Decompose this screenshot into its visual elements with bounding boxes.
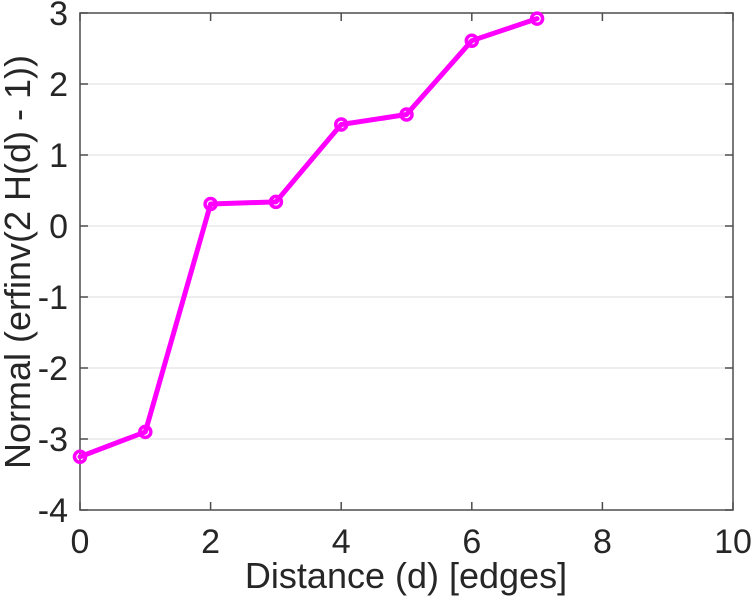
data-point-marker [72,449,88,464]
y-tick-label: 1 [49,137,68,175]
data-point-marker [268,194,284,210]
x-axis-label: Distance (d) [edges] [245,555,567,596]
x-tick-label: 4 [332,523,351,561]
y-tick-label: 0 [49,208,68,246]
data-point-marker [529,11,545,26]
y-tick-label: -1 [38,279,68,317]
data-point-marker [464,33,480,48]
plot-box [79,12,734,511]
gridlines [80,83,733,440]
y-tick-label: 2 [49,66,68,104]
x-tick-label: 0 [71,523,90,561]
data-point-marker [138,424,153,440]
data-point-marker [399,107,414,122]
x-tick-label: 6 [462,523,481,561]
data-line [77,16,540,460]
y-tick-label: 3 [49,0,68,33]
data-point-marker [333,117,349,132]
y-axis-label: Normal (erfinv(2 H(d) - 1)) [0,55,38,469]
x-tick-label: 10 [714,523,752,561]
x-tick-label: 2 [201,523,220,561]
tick-labels: 0 2 4 6 8 10 -4 -3 -2 -1 0 1 2 3 [38,0,752,561]
x-tick-label: 8 [593,523,612,561]
y-tick-label: -4 [38,492,68,530]
y-tick-label: -3 [38,421,68,459]
data-series [72,11,545,464]
y-tick-label: -2 [38,350,68,388]
axes [79,12,734,511]
data-point-marker [203,196,218,212]
